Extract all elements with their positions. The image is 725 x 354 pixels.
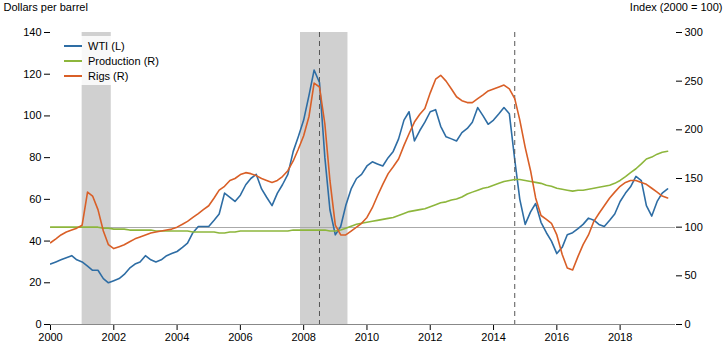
svg-text:100: 100 (23, 109, 41, 121)
svg-text:2014: 2014 (481, 331, 505, 343)
html-text:Production (R): Production (R) (88, 54, 159, 67)
svg-text:Index (2000 = 100): Index (2000 = 100) (630, 1, 723, 13)
svg-text:300: 300 (685, 26, 703, 38)
svg-text:2002: 2002 (102, 331, 126, 343)
svg-text:120: 120 (23, 68, 41, 80)
svg-text:0: 0 (35, 318, 41, 330)
svg-text:2008: 2008 (291, 331, 315, 343)
svg-text:50: 50 (685, 269, 697, 281)
svg-text:200: 200 (685, 123, 703, 135)
svg-text:100: 100 (685, 221, 703, 233)
svg-text:60: 60 (29, 193, 41, 205)
svg-text:2016: 2016 (545, 331, 569, 343)
svg-text:2004: 2004 (165, 331, 189, 343)
html-text:Rigs (R): Rigs (R) (88, 69, 129, 82)
svg-text:20: 20 (29, 276, 41, 288)
svg-text:2012: 2012 (418, 331, 442, 343)
svg-text:Dollars per barrel: Dollars per barrel (4, 1, 88, 13)
svg-text:2010: 2010 (355, 331, 379, 343)
svg-text:150: 150 (685, 172, 703, 184)
svg-text:2000: 2000 (38, 331, 62, 343)
svg-text:2006: 2006 (228, 331, 252, 343)
svg-text:250: 250 (685, 75, 703, 87)
svg-text:40: 40 (29, 235, 41, 247)
svg-text:80: 80 (29, 151, 41, 163)
svg-text:0: 0 (685, 318, 691, 330)
html-text:WTI (L): WTI (L) (88, 39, 125, 52)
svg-text:2018: 2018 (608, 331, 632, 343)
svg-text:140: 140 (23, 26, 41, 38)
